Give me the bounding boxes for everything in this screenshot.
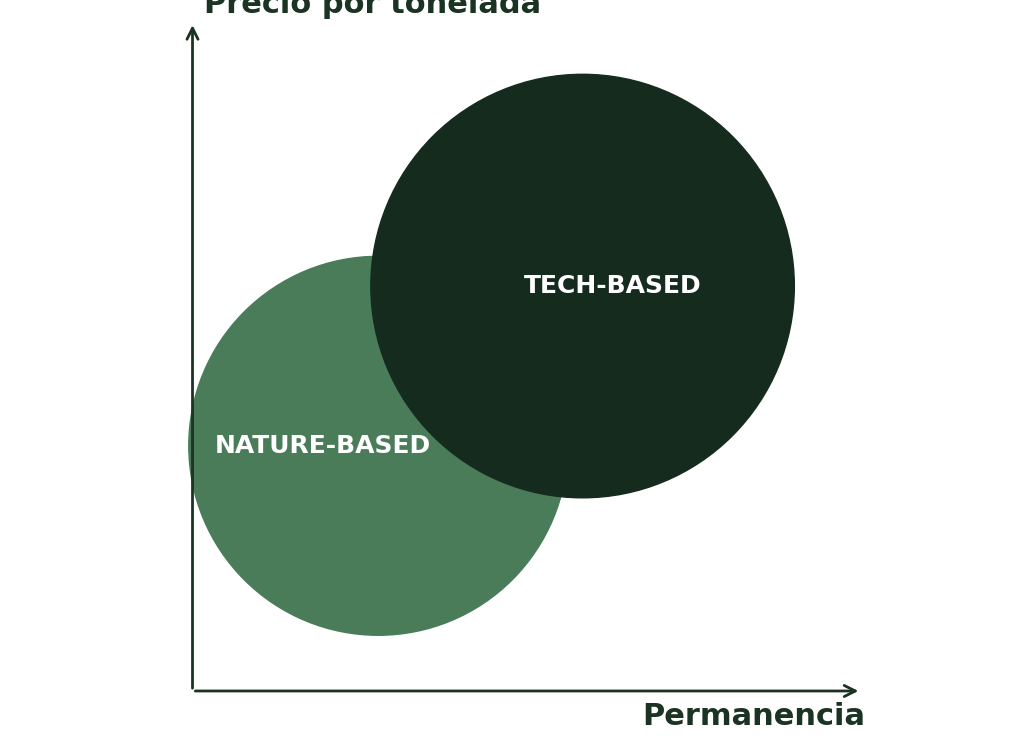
Text: NATURE-BASED: NATURE-BASED xyxy=(214,434,431,458)
Text: Permanencia: Permanencia xyxy=(642,702,865,731)
Circle shape xyxy=(371,74,795,498)
Text: TECH-BASED: TECH-BASED xyxy=(523,274,701,298)
Circle shape xyxy=(188,256,567,635)
Text: Precio por tonelada: Precio por tonelada xyxy=(204,0,541,19)
